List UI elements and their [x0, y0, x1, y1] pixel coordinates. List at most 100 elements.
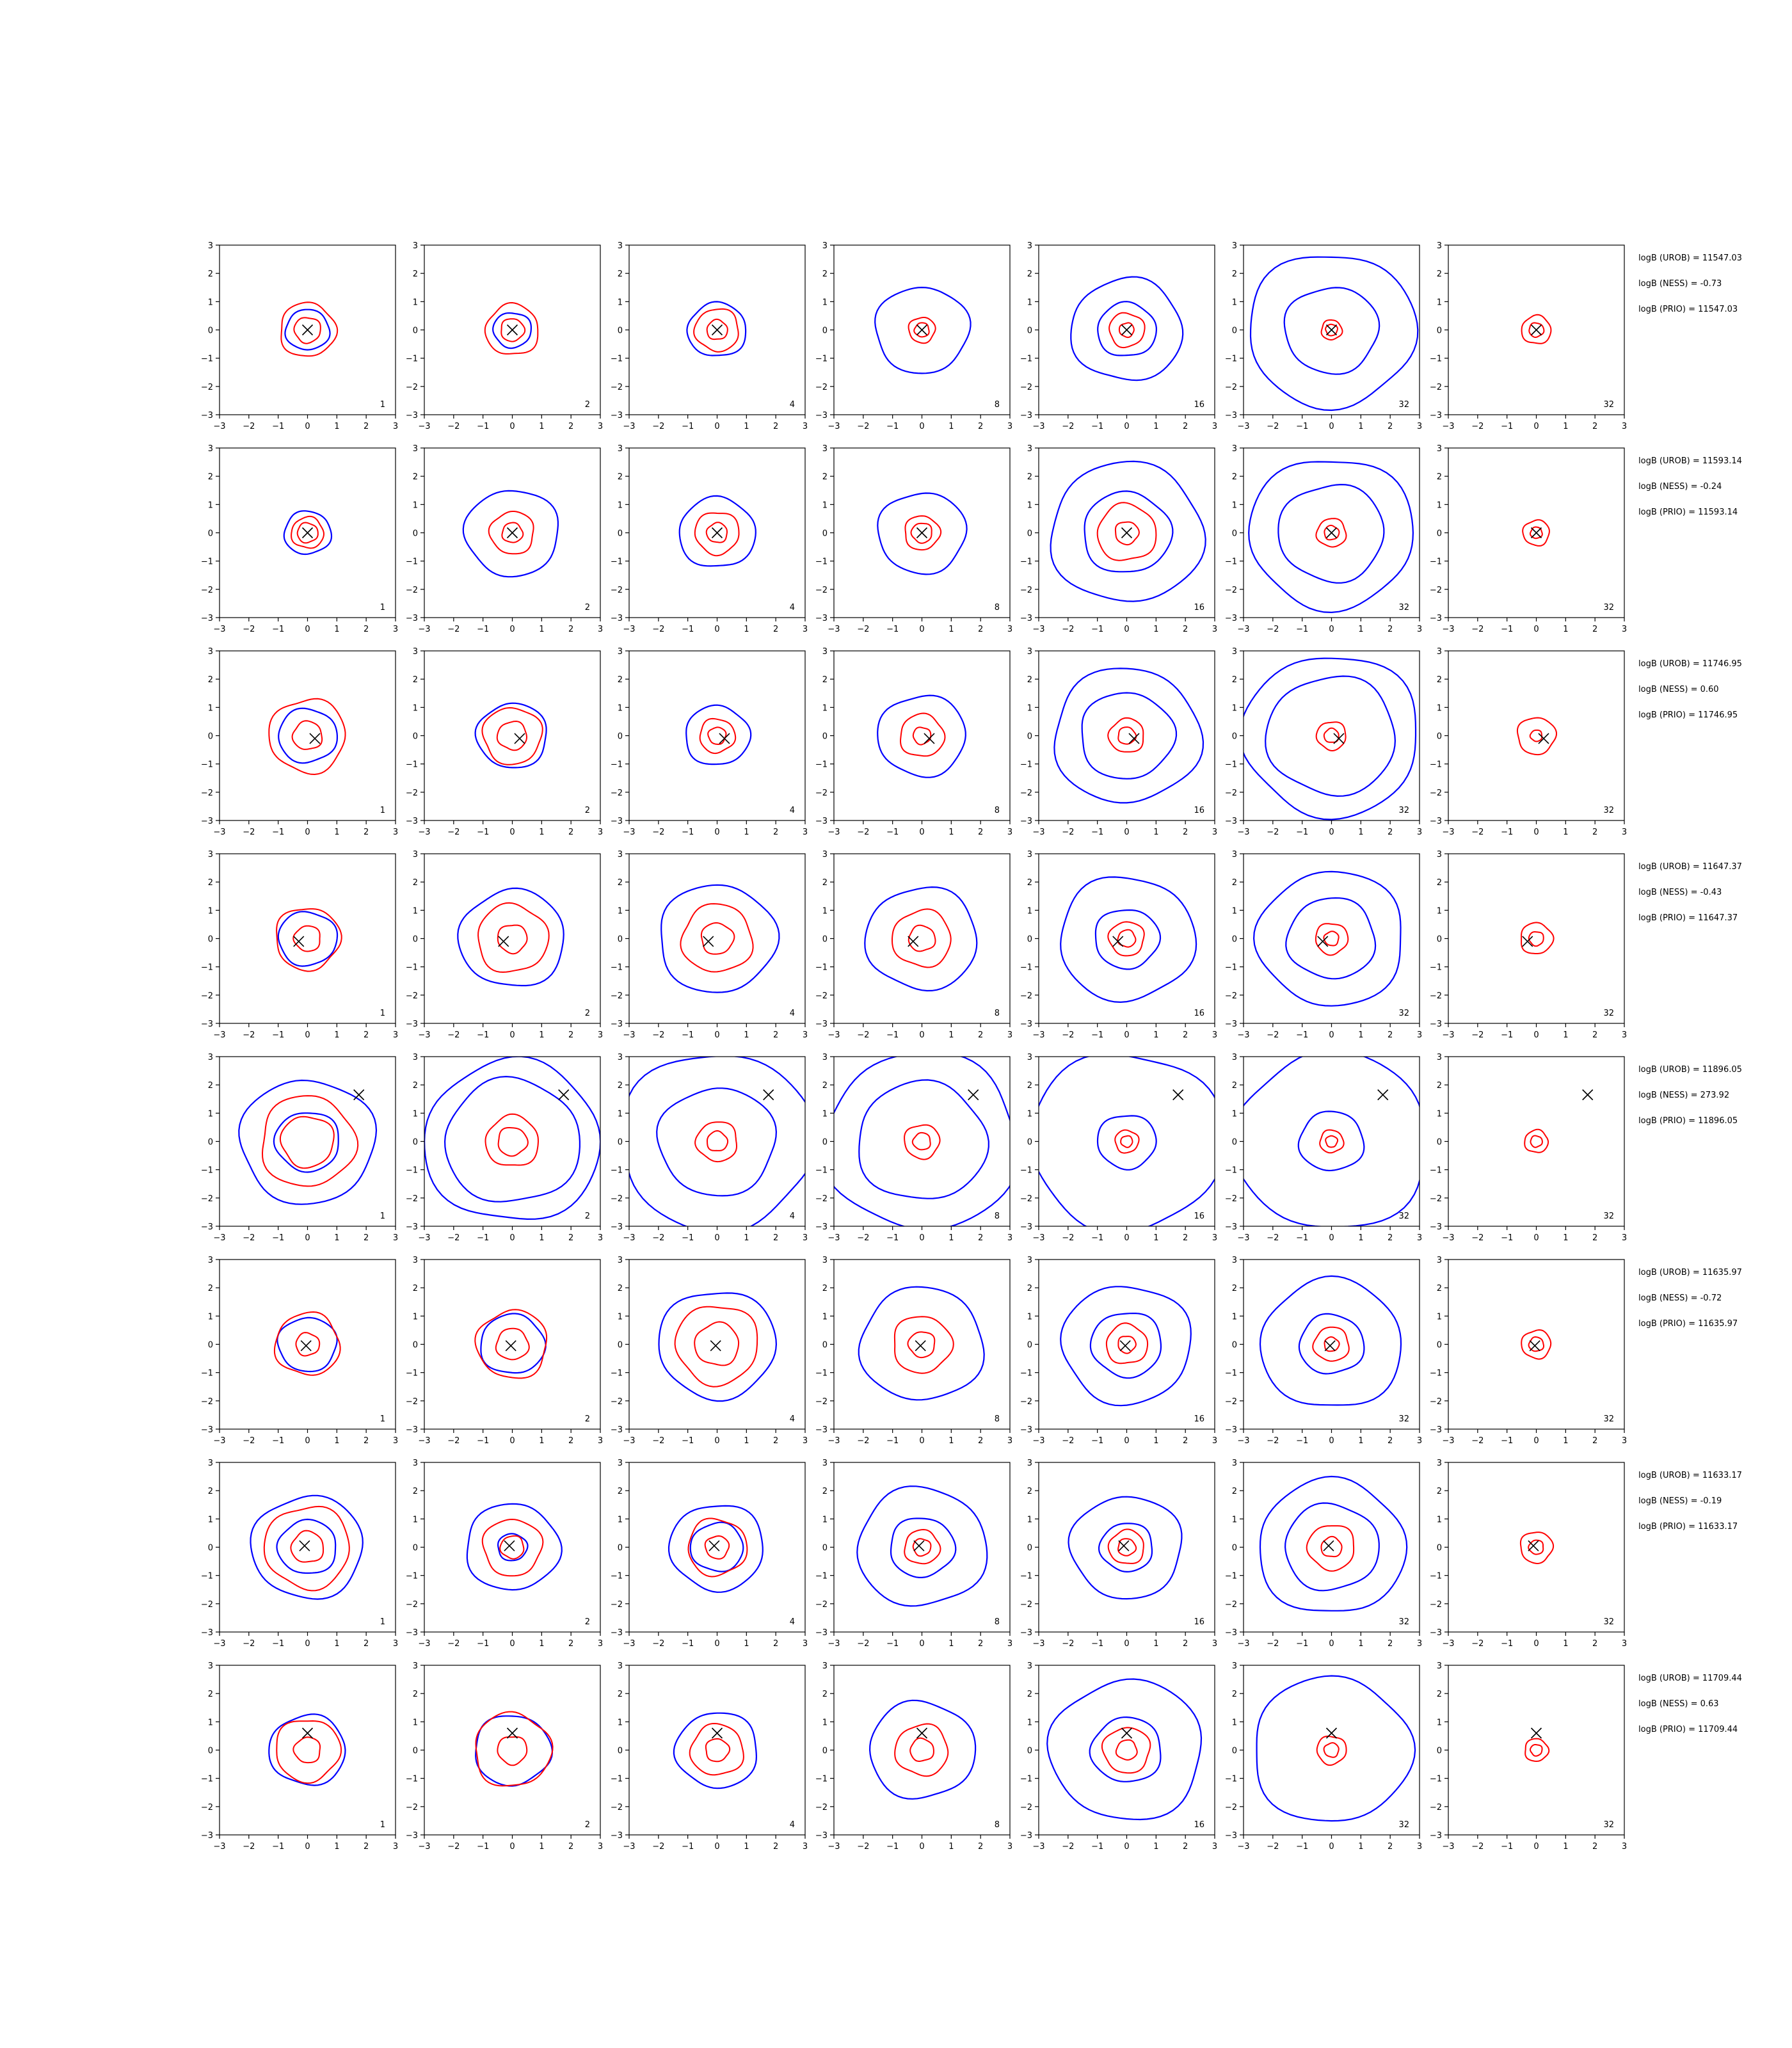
x-tick-label: 0: [919, 1842, 924, 1852]
marker-x: [1530, 1727, 1542, 1739]
y-tick-label: 1: [1232, 1109, 1237, 1119]
x-tick-label: 3: [393, 828, 398, 837]
marker-x: [1118, 1540, 1130, 1551]
outer-contour: [660, 884, 780, 993]
y-tick-label: 3: [822, 1459, 828, 1468]
x-tick-label: 2: [1183, 1233, 1188, 1243]
y-tick-label: 1: [822, 500, 828, 510]
panel-label: 8: [995, 603, 1000, 612]
y-tick-label: 1: [208, 298, 213, 307]
outer-contour: [1298, 1313, 1365, 1375]
panel-r1-c6: −3−3 −2 −2 −1 −1 0 0 1 1 2 2 3 3 32: [1225, 241, 1422, 431]
outer-contour: [678, 495, 756, 567]
y-tick-label: −3: [611, 1628, 623, 1638]
panel-r2-c1: −3−3 −2 −2 −1 −1 0 0 1 1 2 2 3 3 1: [201, 444, 398, 634]
x-tick-label: 1: [539, 1233, 544, 1243]
x-tick-label: 2: [1183, 1030, 1188, 1040]
panel-r4-c5: −3−3 −2 −2 −1 −1 0 0 1 1 2 2 3 3 16: [1020, 850, 1217, 1040]
panel-r8-c6: −3−3 −2 −2 −1 −1 0 0 1 1 2 2 3 3 32: [1225, 1661, 1422, 1852]
y-tick-label: 2: [618, 675, 623, 685]
y-tick-label: 2: [822, 878, 828, 888]
y-tick-label: 3: [208, 444, 213, 454]
panel-r4-c3: −3−3 −2 −2 −1 −1 0 0 1 1 2 2 3 3 4: [611, 850, 808, 1040]
panel-r1-c4: −3−3 −2 −2 −1 −1 0 0 1 1 2 2 3 3 8: [815, 241, 1012, 431]
marker-x: [558, 1089, 570, 1101]
y-tick-label: −2: [815, 1803, 828, 1812]
x-tick-label: −2: [243, 1639, 255, 1649]
inner-contour: [497, 1127, 529, 1157]
panel-plot-area: [686, 301, 747, 356]
panel-label: 32: [1603, 1617, 1614, 1627]
inner-contour: [694, 512, 740, 557]
x-tick-label: −3: [623, 422, 635, 431]
x-tick-label: −3: [623, 1639, 635, 1649]
x-tick-label: 3: [803, 1436, 808, 1446]
y-tick-label: −3: [1225, 1020, 1237, 1029]
y-tick-label: 1: [413, 906, 418, 916]
panel-plot-area: [1060, 1286, 1192, 1407]
x-tick-label: 3: [1622, 1030, 1627, 1040]
x-tick-label: 2: [1183, 1639, 1188, 1649]
x-tick-label: −1: [1296, 422, 1308, 431]
inner-contour: [276, 1720, 342, 1784]
x-tick-label: 1: [744, 1030, 749, 1040]
y-tick-label: 3: [1437, 850, 1442, 860]
x-tick-label: −2: [1062, 625, 1074, 634]
x-tick-label: −1: [1296, 625, 1308, 634]
x-tick-label: 3: [803, 422, 808, 431]
y-tick-label: −3: [1020, 411, 1032, 420]
panel-plot-area: [1524, 1727, 1550, 1763]
panel-plot-area: [238, 1079, 378, 1205]
y-tick-label: 1: [822, 298, 828, 307]
x-tick-label: −2: [1062, 422, 1074, 431]
outer-contour: [877, 492, 968, 575]
y-tick-label: −2: [1020, 586, 1032, 595]
inner-contour: [1101, 1727, 1151, 1774]
y-tick-label: 3: [1437, 1256, 1442, 1265]
x-tick-label: −3: [1032, 1842, 1044, 1852]
x-tick-label: 0: [509, 625, 515, 634]
x-tick-label: 3: [803, 625, 808, 634]
panel-r1-c2: −3−3 −2 −2 −1 −1 0 0 1 1 2 2 3 3 2: [406, 241, 603, 431]
x-tick-label: 1: [1358, 422, 1363, 431]
y-tick-label: 2: [1027, 675, 1032, 685]
x-tick-label: −1: [272, 1436, 284, 1446]
y-tick-label: 1: [1232, 1718, 1237, 1727]
x-tick-label: 2: [568, 828, 573, 837]
inner-contour: [1320, 1535, 1343, 1558]
panel-r2-c5: −3−3 −2 −2 −1 −1 0 0 1 1 2 2 3 3 16: [1020, 444, 1217, 634]
y-tick-label: 3: [618, 444, 623, 454]
y-tick-label: 2: [1027, 1081, 1032, 1091]
inner-contour: [1096, 502, 1157, 561]
y-tick-label: 3: [413, 444, 418, 454]
panel-label: 32: [1398, 1414, 1409, 1424]
y-tick-label: −2: [1225, 991, 1237, 1001]
y-tick-label: 0: [618, 935, 623, 945]
y-tick-label: −1: [815, 557, 828, 567]
outer-contour: [1089, 1716, 1162, 1782]
x-tick-label: 1: [1563, 1233, 1568, 1243]
panel-r5-c5: −3−3 −2 −2 −1 −1 0 0 1 1 2 2 3 3 16: [1020, 1053, 1217, 1243]
y-tick-label: 2: [1437, 1487, 1442, 1496]
y-tick-label: −2: [406, 1600, 418, 1610]
inner-contour: [894, 1723, 949, 1777]
y-tick-label: −1: [406, 963, 418, 973]
y-tick-label: −1: [611, 355, 623, 364]
y-tick-label: 1: [1027, 500, 1032, 510]
logb-annotation: logB (NESS) = 273.92: [1638, 1091, 1729, 1100]
marker-x: [1128, 733, 1140, 744]
y-tick-label: 0: [1027, 935, 1032, 945]
panel-r3-c5: −3−3 −2 −2 −1 −1 0 0 1 1 2 2 3 3 16: [1020, 647, 1217, 837]
y-tick-label: −2: [611, 788, 623, 798]
panel-r7-c6: −3−3 −2 −2 −1 −1 0 0 1 1 2 2 3 3 32: [1225, 1459, 1422, 1649]
y-tick-label: −2: [201, 991, 213, 1001]
x-tick-label: 3: [1007, 1639, 1012, 1649]
outer-contour: [1089, 1313, 1162, 1379]
y-tick-label: −2: [611, 1194, 623, 1204]
y-tick-label: −2: [1020, 1803, 1032, 1812]
y-tick-label: 1: [413, 1109, 418, 1119]
y-tick-label: −3: [1430, 1425, 1442, 1435]
inner-contour: [261, 1095, 359, 1187]
x-tick-label: 0: [509, 1030, 515, 1040]
